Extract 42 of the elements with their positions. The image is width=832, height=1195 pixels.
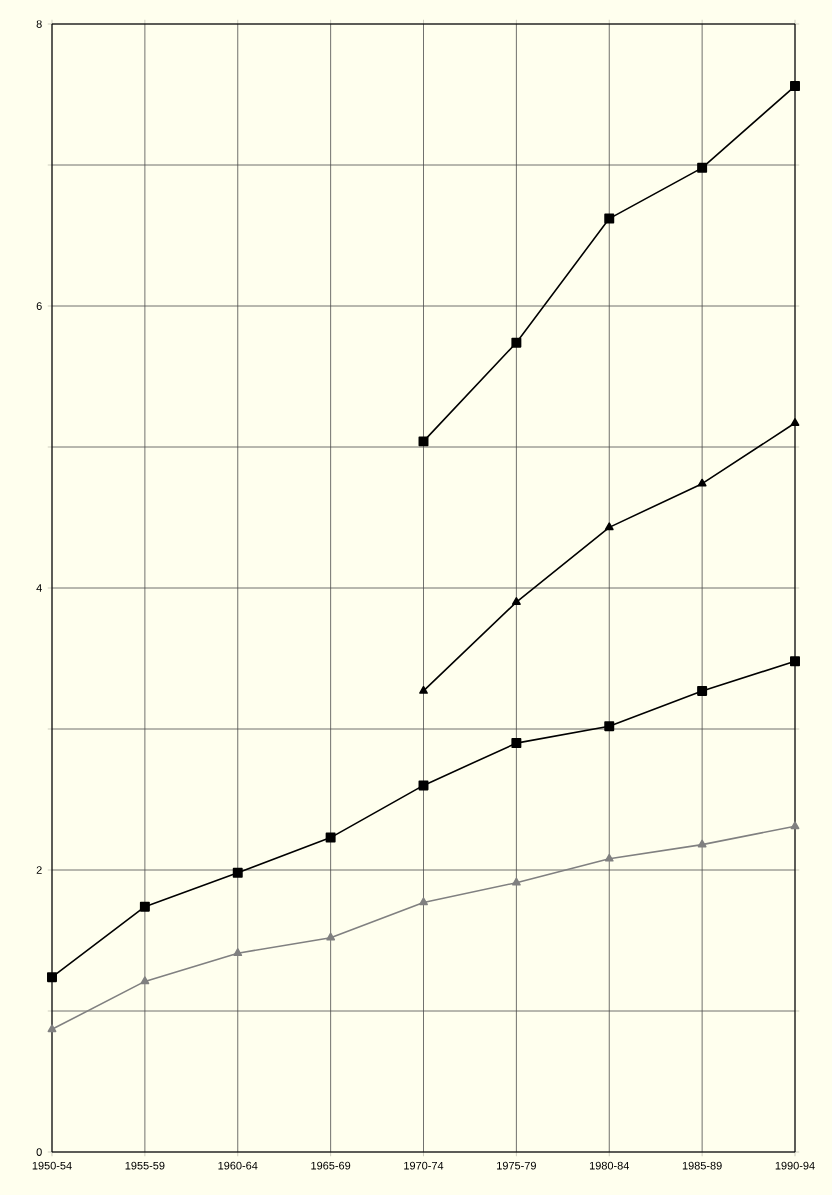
point xyxy=(233,948,243,957)
x-tick-label: 1985-89 xyxy=(682,1161,722,1170)
point xyxy=(326,932,336,941)
y-tick-label: 8 xyxy=(36,20,42,28)
point xyxy=(790,821,800,830)
point xyxy=(419,685,428,694)
point xyxy=(511,337,522,348)
point xyxy=(418,780,429,791)
point xyxy=(604,853,614,862)
x-tick-label: 1960-64 xyxy=(218,1161,258,1170)
point xyxy=(511,597,521,605)
point xyxy=(418,436,429,447)
point xyxy=(604,213,615,224)
point xyxy=(604,522,614,531)
x-tick-label: 1975-79 xyxy=(497,1161,536,1170)
point xyxy=(47,972,57,983)
point xyxy=(511,738,522,749)
point xyxy=(419,897,428,906)
x-tick-label: 1950-54 xyxy=(32,1161,72,1170)
x-tick-label: 1980-84 xyxy=(589,1161,630,1170)
point xyxy=(511,877,521,886)
y-tick-label: 0 xyxy=(36,1148,42,1156)
x-tick-label: 1990-94 xyxy=(775,1161,815,1170)
point xyxy=(139,901,150,912)
point xyxy=(232,867,243,878)
point xyxy=(47,1024,57,1033)
y-tick-label: 6 xyxy=(36,302,42,310)
point xyxy=(790,418,800,426)
point xyxy=(697,839,707,848)
point xyxy=(604,721,615,732)
point xyxy=(790,81,800,92)
y-tick-label: 4 xyxy=(36,584,42,592)
y-tick-label: 2 xyxy=(36,866,42,874)
point xyxy=(140,976,150,985)
point xyxy=(697,478,707,487)
point xyxy=(790,656,800,667)
point xyxy=(325,832,336,843)
x-tick-label: 1970-74 xyxy=(404,1161,444,1170)
x-tick-label: 1965-69 xyxy=(311,1161,351,1170)
point xyxy=(697,162,708,173)
point xyxy=(697,685,708,696)
x-tick-label: 1955-59 xyxy=(125,1161,165,1170)
